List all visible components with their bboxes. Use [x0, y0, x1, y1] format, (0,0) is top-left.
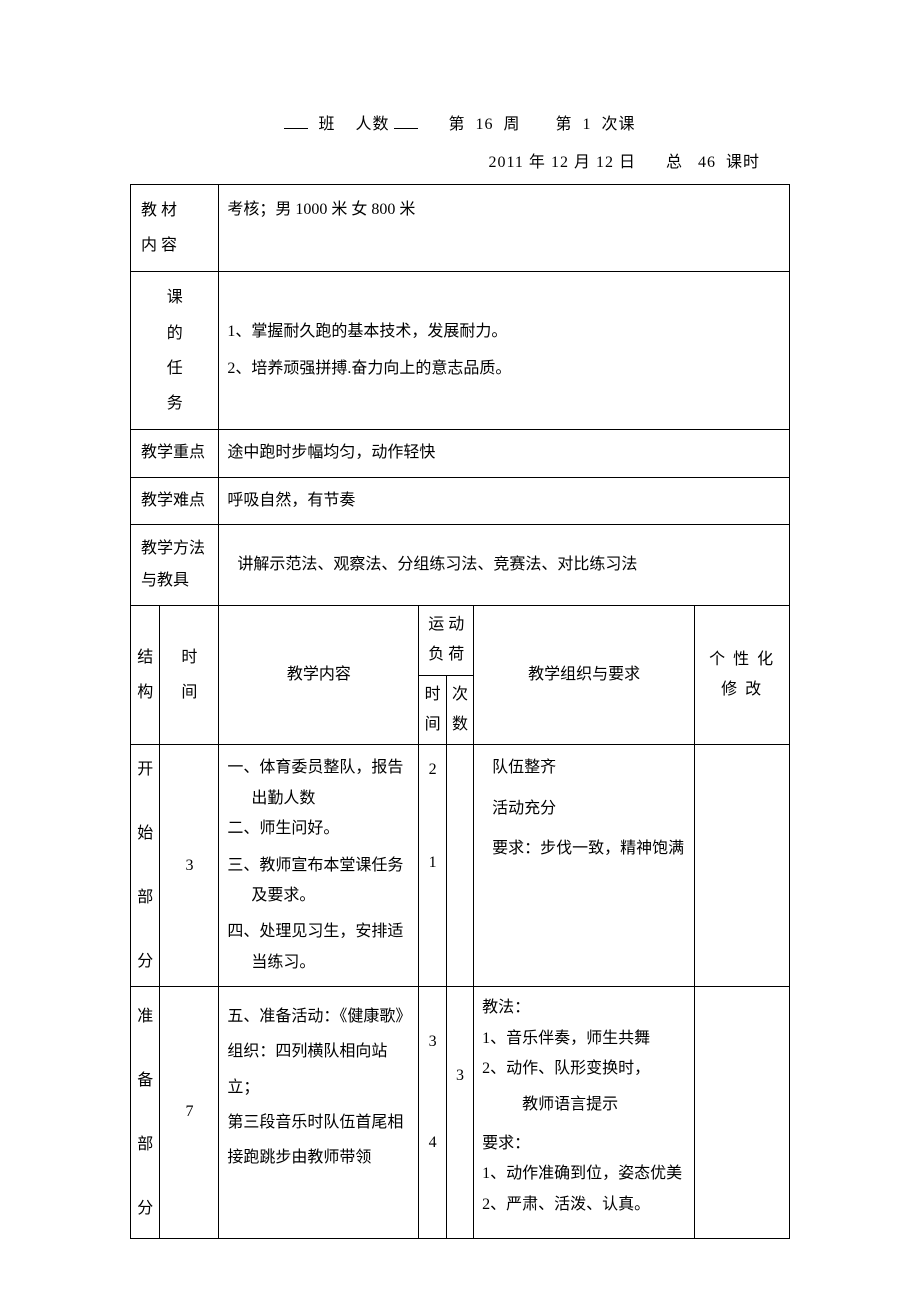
th-load: 运 动负 荷	[419, 605, 474, 675]
th-content: 教学内容	[219, 605, 419, 745]
d-label: 日	[619, 154, 636, 171]
task-label: 课的任务	[131, 272, 219, 430]
th-structure: 结构	[131, 605, 160, 745]
th-load-time: 时间	[419, 675, 446, 745]
prep-o1: 1、音乐伴奏，师生共舞	[482, 1024, 688, 1054]
row-difficulty: 教学难点 呼吸自然，有节奏	[131, 477, 790, 524]
prep-o2: 2、动作、队形变换时，	[482, 1054, 688, 1084]
task-content: 1、掌握耐久跑的基本技术，发展耐力。 2、培养顽强拼搏.奋力向上的意志品质。	[219, 272, 790, 430]
start-c2: 二、师生问好。	[227, 814, 412, 844]
start-o1: 队伍整齐	[492, 753, 688, 783]
method-label: 教学方法与教具	[131, 524, 219, 605]
prep-lt1: 3	[421, 1027, 443, 1057]
row-focus: 教学重点 途中跑时步幅均匀，动作轻快	[131, 430, 790, 477]
prep-load-time: 3 4	[419, 987, 446, 1239]
focus-content: 途中跑时步幅均匀，动作轻快	[219, 430, 790, 477]
row-task: 课的任务 1、掌握耐久跑的基本技术，发展耐力。 2、培养顽强拼搏.奋力向上的意志…	[131, 272, 790, 430]
week-prefix: 第	[448, 116, 465, 133]
year: 2011	[489, 154, 524, 171]
prep-c3: 第三段音乐时队伍首尾相	[227, 1105, 412, 1140]
start-o3: 要求：步伐一致，精神饱满	[492, 834, 688, 864]
row-prep-section: 准备部分 7 五、准备活动：《健康歌》 组织：四列横队相向站立； 第三段音乐时队…	[131, 987, 790, 1239]
th-load-count: 次数	[446, 675, 473, 745]
row-method: 教学方法与教具 讲解示范法、观察法、分组练习法、竞赛法、对比练习法	[131, 524, 790, 605]
total-num: 46	[698, 154, 716, 171]
task-line-1: 1、掌握耐久跑的基本技术，发展耐力。	[227, 317, 783, 347]
prep-o5: 2、严肃、活泼、认真。	[482, 1190, 688, 1220]
prep-c1: 五、准备活动：《健康歌》	[227, 999, 412, 1034]
start-load-count	[446, 745, 473, 987]
start-c4: 四、处理见习生，安排适当练习。	[227, 917, 412, 978]
m-label: 月	[574, 154, 591, 171]
start-c3: 三、教师宣布本堂课任务及要求。	[227, 851, 412, 912]
week-num: 16	[476, 116, 494, 133]
focus-label: 教学重点	[131, 430, 219, 477]
date-line: 2011 年 12 月 12 日 总 46 课时	[130, 148, 790, 172]
prep-label: 准备部分	[131, 987, 160, 1239]
prep-personal	[695, 987, 790, 1239]
th-org: 教学组织与要求	[474, 605, 695, 745]
difficulty-label: 教学难点	[131, 477, 219, 524]
people-blank	[394, 111, 418, 129]
table-header-row-1: 结构 时间 教学内容 运 动负 荷 教学组织与要求 个 性 化修 改	[131, 605, 790, 675]
prep-org: 教法： 1、音乐伴奏，师生共舞 2、动作、队形变换时， 教师语言提示 要求： 1…	[474, 987, 695, 1239]
prep-c2: 组织：四列横队相向站立；	[227, 1034, 412, 1104]
session-suffix: 次课	[602, 116, 636, 133]
start-lt2: 1	[421, 848, 443, 878]
week-suffix: 周	[504, 116, 521, 133]
prep-load-count: 3	[446, 987, 473, 1239]
start-org: 队伍整齐 活动充分 要求：步伐一致，精神饱满	[474, 745, 695, 987]
method-content: 讲解示范法、观察法、分组练习法、竞赛法、对比练习法	[219, 524, 790, 605]
material-label: 教 材内 容	[131, 185, 219, 272]
label-people: 人数	[355, 116, 389, 133]
start-personal	[695, 745, 790, 987]
total-suffix: 课时	[726, 154, 760, 171]
start-load-time: 2 1	[419, 745, 446, 987]
start-content: 一、体育委员整队，报告出勤人数 二、师生问好。 三、教师宣布本堂课任务及要求。 …	[219, 745, 419, 987]
prep-org-req: 要求：	[482, 1129, 688, 1159]
th-personal: 个 性 化修 改	[695, 605, 790, 745]
row-start-section: 开始部分 3 一、体育委员整队，报告出勤人数 二、师生问好。 三、教师宣布本堂课…	[131, 745, 790, 987]
material-content: 考核；男 1000 米 女 800 米	[219, 185, 790, 272]
lesson-plan-table: 教 材内 容 考核；男 1000 米 女 800 米 课的任务 1、掌握耐久跑的…	[130, 184, 790, 1239]
class-blank	[284, 111, 308, 129]
task-line-2: 2、培养顽强拼搏.奋力向上的意志品质。	[227, 354, 783, 384]
session-prefix: 第	[556, 116, 573, 133]
month: 12	[551, 154, 569, 171]
difficulty-content: 呼吸自然，有节奏	[219, 477, 790, 524]
prep-o4: 1、动作准确到位，姿态优美	[482, 1159, 688, 1189]
row-material: 教 材内 容 考核；男 1000 米 女 800 米	[131, 185, 790, 272]
start-o2: 活动充分	[492, 794, 688, 824]
start-time: 3	[160, 745, 219, 987]
header-line: 班 人数 第 16 周 第 1 次课	[130, 110, 790, 134]
prep-lc: 3	[449, 1061, 471, 1091]
prep-o3: 教师语言提示	[482, 1090, 688, 1120]
day: 12	[596, 154, 614, 171]
label-class: 班	[318, 116, 335, 133]
y-label: 年	[529, 154, 546, 171]
prep-time: 7	[160, 987, 219, 1239]
prep-c4: 接跑跳步由教师带领	[227, 1140, 412, 1175]
start-lt1: 2	[421, 755, 443, 785]
start-label: 开始部分	[131, 745, 160, 987]
prep-content: 五、准备活动：《健康歌》 组织：四列横队相向站立； 第三段音乐时队伍首尾相 接跑…	[219, 987, 419, 1239]
total-label: 总	[666, 154, 683, 171]
session-num: 1	[583, 116, 592, 133]
prep-org-head: 教法：	[482, 993, 688, 1023]
th-time: 时间	[160, 605, 219, 745]
start-c1: 一、体育委员整队，报告出勤人数	[227, 753, 412, 814]
prep-lt2: 4	[421, 1128, 443, 1158]
